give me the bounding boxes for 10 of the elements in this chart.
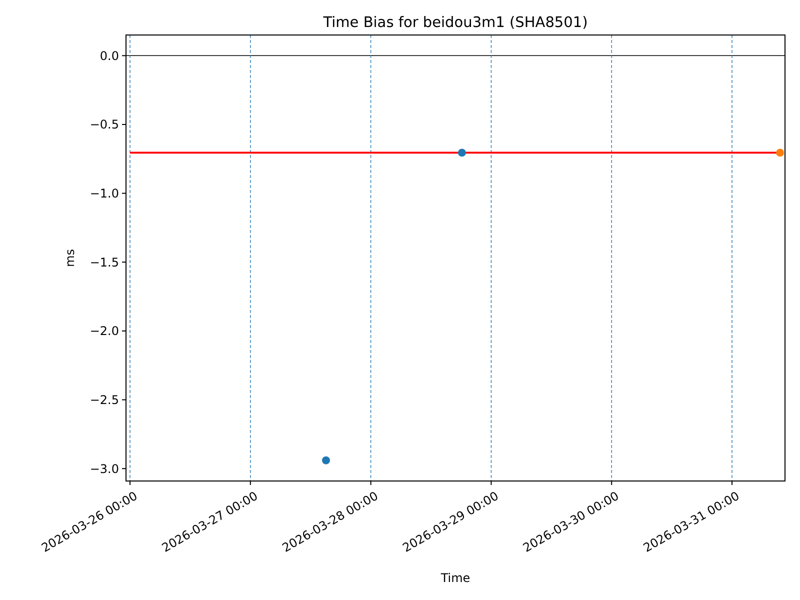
y-tick-label: −0.5 [90, 118, 119, 132]
y-tick-label: −1.0 [90, 186, 119, 200]
y-tick-label: −2.0 [90, 324, 119, 338]
chart-title: Time Bias for beidou3m1 (SHA8501) [322, 15, 588, 31]
y-tick-label: −1.5 [90, 255, 119, 270]
y-axis-title: ms [63, 249, 77, 267]
y-tick-label: −2.5 [90, 392, 119, 407]
x-axis-title: Time [440, 571, 470, 585]
y-tick-label: 0.0 [100, 48, 119, 63]
y-tick-label: −3.0 [90, 462, 119, 476]
